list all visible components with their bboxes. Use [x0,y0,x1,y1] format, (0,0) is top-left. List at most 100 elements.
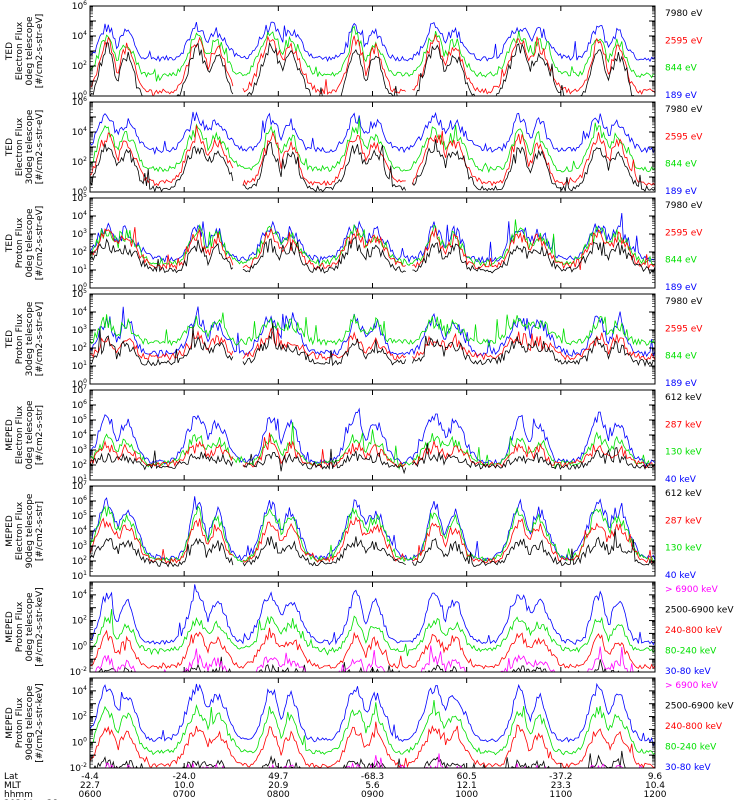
legend-entry: 40 keV [665,475,697,485]
series-line-3 [90,25,655,82]
time-tick-label: 23.3 [551,781,571,791]
y-axis-label: 30deg telescope [25,109,35,184]
legend-entry: 287 keV [665,420,702,430]
y-tick-label: 102 [72,615,87,627]
y-axis-label: [#/cm2-s-str-eV] [35,110,45,185]
y-axis-label: Proton Flux [15,697,25,748]
series-line-3 [90,117,655,174]
legend-entry: 7980 eV [665,201,703,211]
legend-entry: 130 keV [665,544,702,554]
axis-row-label: MLT [4,781,22,791]
time-tick-label: 49.7 [268,772,288,782]
legend-entry: 2595 eV [665,228,703,238]
y-tick-label: 104 [72,525,87,537]
y-axis-label: MEPED [5,611,15,643]
legend-entry: 844 eV [665,256,698,266]
y-axis-label: [#/cm2-s-str-eV] [35,14,45,89]
series-line-3 [90,219,655,267]
legend-entry: 2595 eV [665,324,703,334]
panel-frame [89,293,656,385]
y-axis-label: 0deg telescope [25,16,35,86]
y-tick-label: 100 [72,640,87,652]
series-group [90,21,655,96]
legend-entry: 240-800 keV [665,722,723,732]
y-tick-label: 104 [72,685,87,697]
y-tick-label: 105 [72,288,87,300]
series-line-4 [90,496,655,562]
series-line-3 [90,721,655,768]
y-axis-label: TED [5,42,15,61]
legend-entry: 40 keV [665,571,697,581]
y-axis-label: [#/cm2-s-str-keV] [35,683,45,762]
y-tick-label: 102 [72,711,87,723]
y-axis-label: MEPED [5,419,15,451]
y-axis-label: [#/cm2-s-str-eV] [35,302,45,377]
y-axis-label: TED [5,138,15,157]
series-line-2 [90,227,655,271]
time-tick-label: 60.5 [457,772,477,782]
series-line-3 [90,312,655,348]
y-tick-label: 103 [72,540,87,552]
series-line-1 [90,529,655,568]
legend-entry: 30-80 keV [665,763,711,773]
y-tick-label: 102 [72,459,87,471]
series-group [90,407,655,475]
series-line-1 [90,237,655,275]
y-tick-label: 102 [72,555,87,567]
series-line-1 [90,322,655,367]
y-tick-label: 102 [72,342,87,354]
series-group [90,682,655,768]
time-tick-label: 0700 [173,790,196,800]
legend-entry: 189 eV [665,379,698,389]
series-line-3 [90,627,655,670]
y-axis-label: Electron Flux [15,117,25,176]
series-line-4 [90,608,655,657]
axis-row-label: Lat [4,772,19,782]
time-tick-label: 10.4 [645,781,665,791]
time-tick-label: 12.1 [457,781,477,791]
legend-entry: 189 eV [665,283,698,293]
y-axis-label: Proton Flux [15,601,25,652]
time-tick-label: 0600 [79,790,102,800]
y-tick-label: 106 [72,495,87,507]
legend-entry: 844 eV [665,64,698,74]
legend-entry: 2500-6900 keV [665,702,734,712]
legend-entry: 612 keV [665,489,702,499]
series-line-2 [90,125,655,187]
y-axis-label: Electron Flux [15,405,25,464]
y-tick-label: 104 [72,589,87,601]
y-axis-label: [#/cm2-s-str] [35,501,45,561]
series-line-5 [90,584,655,646]
legend-entry: > 6900 keV [665,681,719,691]
y-tick-label: 105 [72,510,87,522]
series-line-4 [90,407,655,469]
y-axis-label: TED [5,234,15,253]
series-line-1 [90,139,655,192]
legend-entry: 2595 eV [665,36,703,46]
y-tick-label: 100 [72,736,87,748]
y-axis-label: 0deg telescope [25,400,35,470]
series-line-1 [90,41,635,96]
y-axis-label: 90deg telescope [25,493,35,568]
y-tick-label: 10-2 [70,666,88,678]
time-tick-label: 1200 [644,790,667,800]
time-tick-label: 0900 [361,790,384,800]
series-line-2 [93,750,629,768]
series-line-3 [90,505,655,563]
legend-entry: 844 eV [665,160,698,170]
y-axis-label: 0deg telescope [25,208,35,278]
y-axis-label: Proton Flux [15,313,25,364]
y-tick-label: 101 [72,360,87,372]
legend-entry: 30-80 keV [665,667,711,677]
y-tick-label: 104 [72,210,87,222]
time-tick-label: -68.3 [361,772,384,782]
y-axis-label: Electron Flux [15,501,25,560]
y-axis-label: [#/cm2-s-str-eV] [35,206,45,281]
